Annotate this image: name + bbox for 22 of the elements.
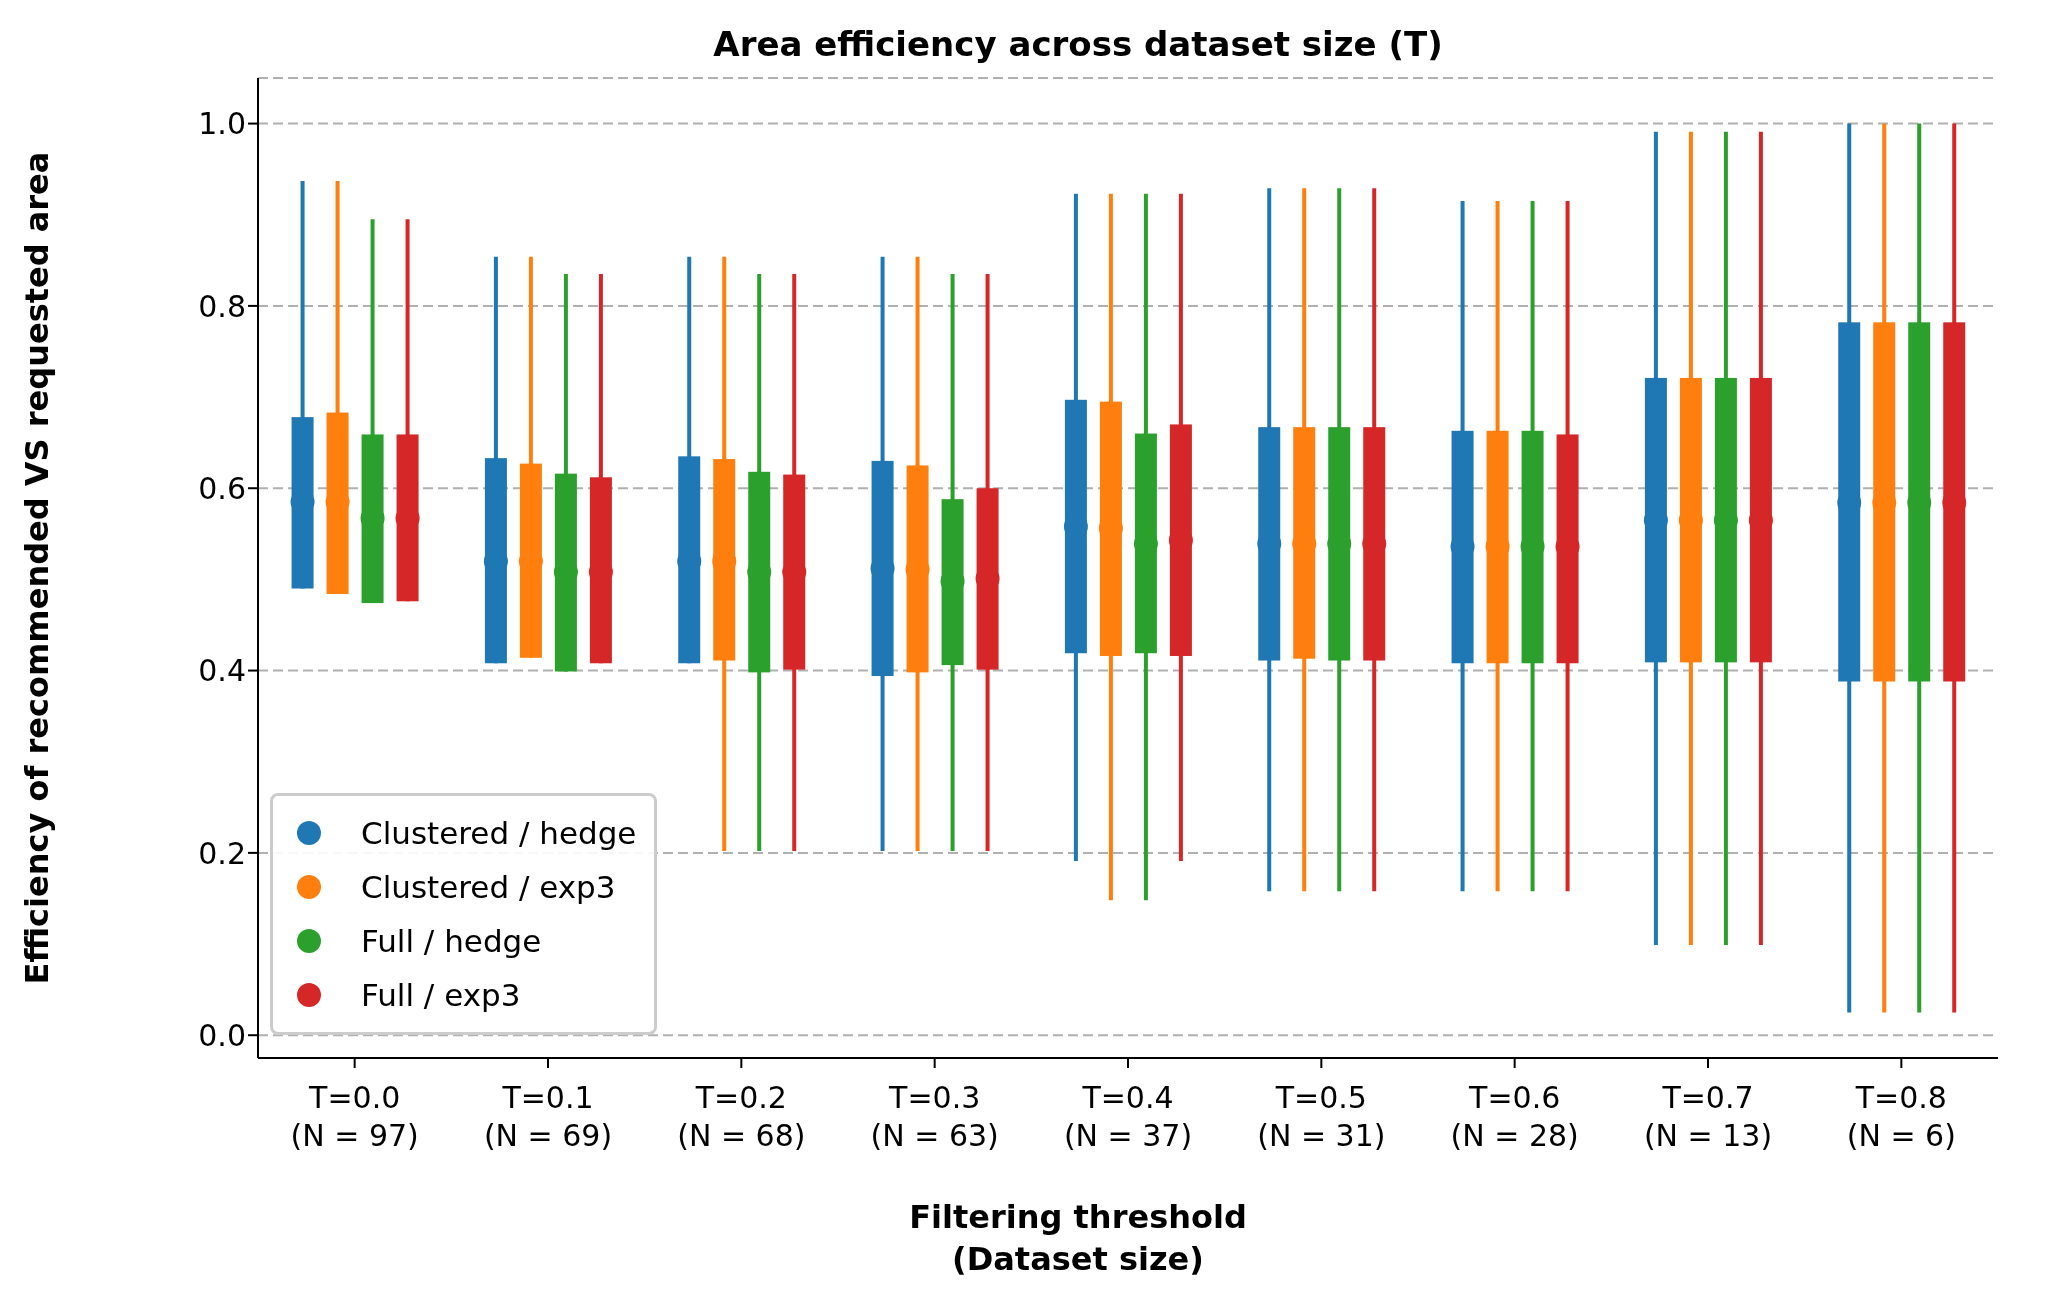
- y-tick-label: 0.8: [198, 288, 246, 324]
- x-tick-label: T=0.2 (N = 68): [677, 1080, 806, 1153]
- y-tick-label: 0.0: [198, 1017, 246, 1053]
- x-tick-label: T=0.1 (N = 69): [483, 1080, 613, 1153]
- legend-label: Full / exp3: [361, 977, 521, 1013]
- y-tick-label: 0.4: [198, 653, 246, 689]
- legend-label: Full / hedge: [361, 923, 542, 959]
- x-tick-label: T=0.7 (N = 13): [1643, 1080, 1773, 1153]
- y-axis-title: Efficiency of recommended VS requested area: [18, 151, 56, 985]
- legend-label: Clustered / exp3: [361, 869, 616, 905]
- x-tick-label: T=0.6 (N = 28): [1450, 1080, 1579, 1153]
- chart-title: Area efficiency across dataset size (T): [713, 24, 1443, 64]
- x-tick-label: T=0.8 (N = 6): [1846, 1080, 1956, 1153]
- y-tick-label: 0.6: [198, 470, 246, 506]
- x-tick-label: T=0.4 (N = 37): [1063, 1080, 1193, 1153]
- x-tick-label: T=0.3 (N = 63): [870, 1080, 999, 1153]
- y-tick-label: 1.0: [198, 106, 246, 142]
- y-tick-label: 0.2: [198, 835, 246, 871]
- legend-label: Clustered / hedge: [361, 815, 637, 851]
- x-axis-title: Filtering threshold (Dataset size): [909, 1198, 1247, 1278]
- x-tick-label: T=0.5 (N = 31): [1257, 1080, 1386, 1153]
- x-tick-label: T=0.0 (N = 97): [290, 1080, 419, 1153]
